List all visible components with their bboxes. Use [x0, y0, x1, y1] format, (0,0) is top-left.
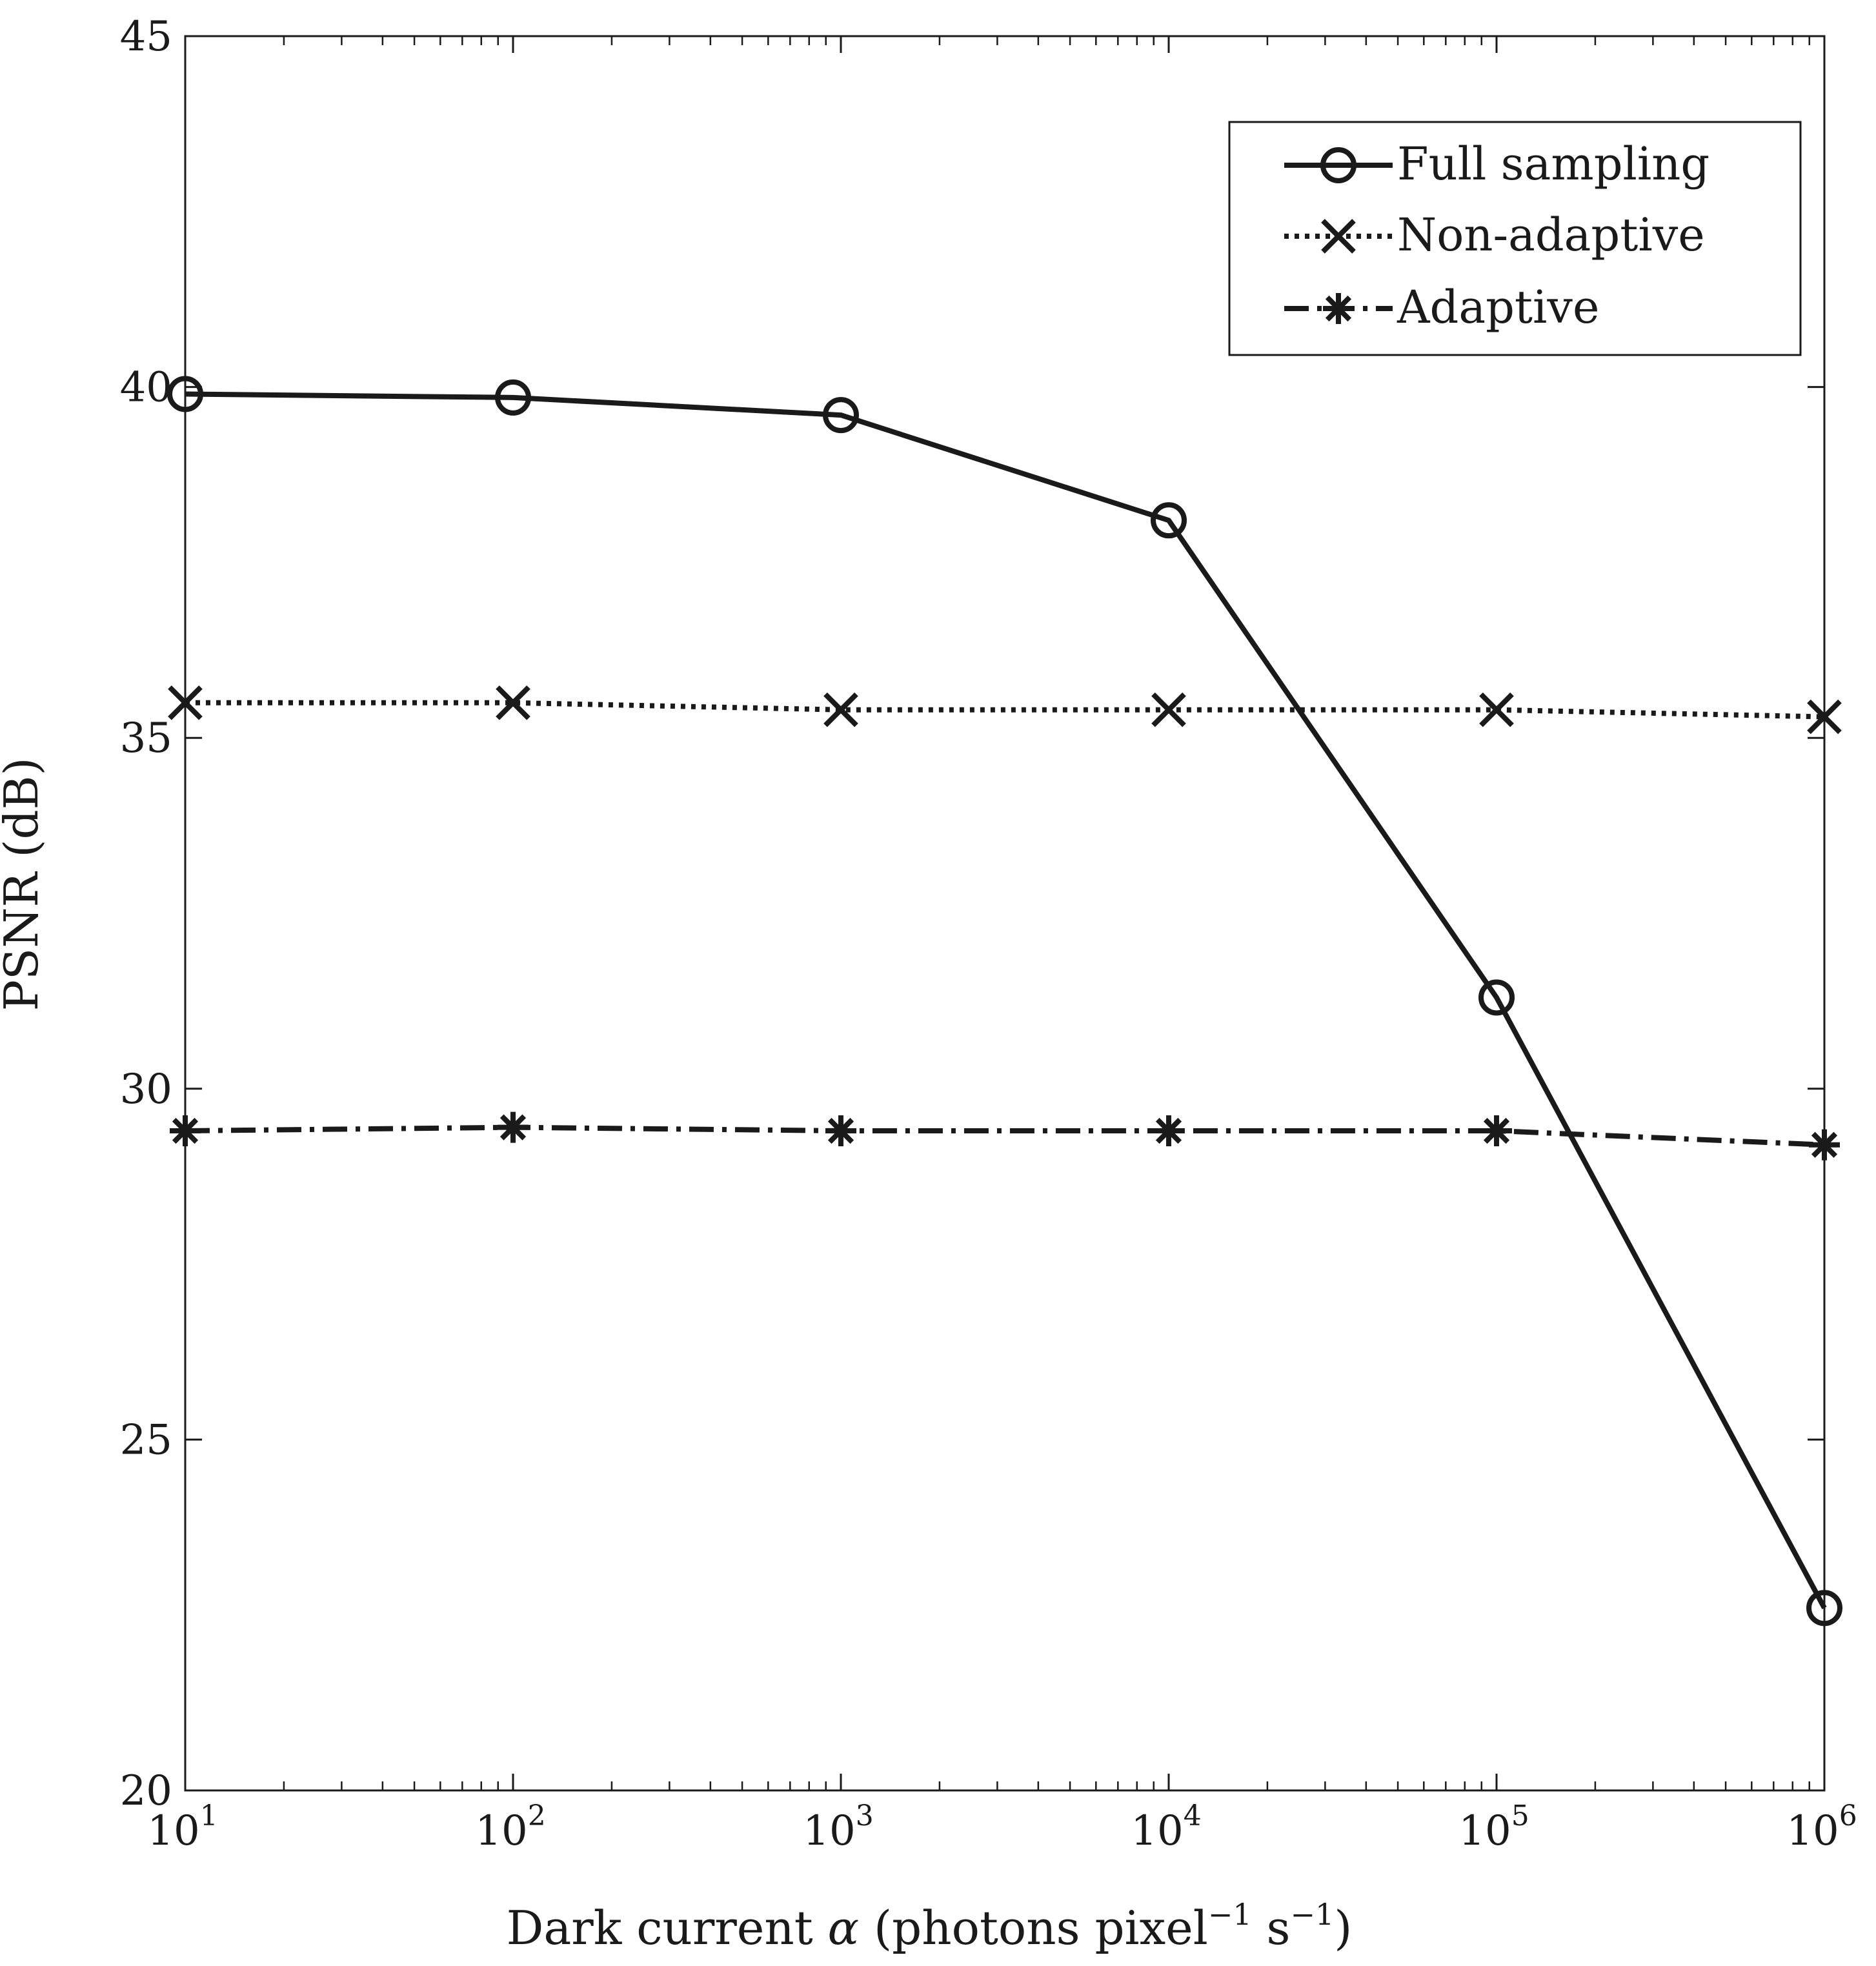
- y-axis-label: PSNR (dB): [0, 757, 48, 1011]
- data-point-adaptive: [1809, 1129, 1840, 1160]
- data-point-full-sampling: [1151, 502, 1187, 539]
- series-full-sampling: [167, 376, 1842, 1627]
- legend: Full sampling Non-adaptive Adaptive: [1228, 121, 1802, 356]
- x-label-sup2: −1: [1290, 1897, 1334, 1932]
- series-line-adaptive: [185, 1124, 1825, 1148]
- x-label-rest: (photons pixel: [859, 1901, 1208, 1955]
- x-tick-label: 102: [475, 1799, 545, 1855]
- data-point-non-adaptive: [823, 692, 858, 727]
- series-line-non-adaptive: [185, 700, 1825, 720]
- x-tick-exponent: 1: [200, 1799, 218, 1832]
- data-point-full-sampling: [823, 397, 859, 434]
- x-tick-base: 10: [475, 1807, 527, 1855]
- x-tick-base: 10: [803, 1807, 855, 1855]
- data-point-adaptive: [170, 1115, 201, 1147]
- legend-item-full-sampling: Full sampling: [1284, 137, 1710, 190]
- x-tick-base: 10: [147, 1807, 199, 1855]
- plot-series: [167, 376, 1842, 1627]
- x-tick-exponent: 4: [1184, 1799, 1202, 1832]
- series-adaptive: [170, 1111, 1840, 1160]
- legend-marker-full-sampling: [1320, 147, 1357, 183]
- x-axis-label: Dark current α (photons pixel−1 s−1): [507, 1897, 1353, 1955]
- data-point-non-adaptive: [1479, 692, 1514, 727]
- legend-marker-non-adaptive: [1321, 219, 1356, 254]
- plot-frame: [184, 35, 1826, 1792]
- legend-item-adaptive: Adaptive: [1284, 281, 1599, 334]
- data-point-adaptive: [1481, 1115, 1512, 1147]
- series-non-adaptive: [168, 685, 1842, 735]
- x-tick-exponent: 3: [856, 1799, 874, 1832]
- x-label-mid: s: [1252, 1901, 1291, 1955]
- y-tick-label: 20: [120, 1767, 172, 1815]
- y-tick-label: 25: [120, 1416, 172, 1464]
- legend-label-non-adaptive: Non-adaptive: [1397, 208, 1705, 261]
- x-tick-label: 104: [1131, 1799, 1201, 1855]
- x-tick-label: 105: [1458, 1799, 1529, 1855]
- x-tick-label: 103: [803, 1799, 873, 1855]
- x-tick-label: 106: [1786, 1799, 1857, 1855]
- x-tick-exponent: 5: [1511, 1799, 1529, 1832]
- series-line-full-sampling: [185, 391, 1827, 1610]
- x-label-main: Dark current: [507, 1901, 828, 1955]
- x-label-sup1: −1: [1208, 1897, 1252, 1932]
- x-tick-base: 10: [1458, 1807, 1511, 1855]
- x-tick-base: 10: [1786, 1807, 1839, 1855]
- x-tick-base: 10: [1131, 1807, 1183, 1855]
- axis-labels: PSNR (dB) Dark current α (photons pixel−…: [0, 757, 1352, 1955]
- legend-label-adaptive: Adaptive: [1397, 281, 1599, 334]
- data-point-adaptive: [825, 1115, 856, 1147]
- y-tick-label: 35: [120, 714, 172, 762]
- y-tick-label: 40: [120, 364, 172, 412]
- x-tick-exponent: 6: [1839, 1799, 1857, 1832]
- data-point-non-adaptive: [1151, 692, 1186, 727]
- data-point-adaptive: [498, 1111, 529, 1143]
- y-tick-label: 30: [120, 1066, 172, 1113]
- legend-label-full-sampling: Full sampling: [1397, 137, 1710, 190]
- legend-item-non-adaptive: Non-adaptive: [1284, 208, 1705, 261]
- data-point-full-sampling: [1478, 979, 1515, 1016]
- x-tick-exponent: 2: [528, 1799, 546, 1832]
- legend-marker-adaptive: [1323, 293, 1354, 324]
- data-point-non-adaptive: [496, 685, 530, 720]
- data-point-non-adaptive: [1807, 699, 1842, 735]
- data-point-adaptive: [1153, 1115, 1184, 1147]
- data-point-full-sampling: [1806, 1590, 1842, 1627]
- x-label-symbol: α: [828, 1901, 860, 1955]
- data-point-full-sampling: [167, 376, 203, 412]
- x-tick-label: 101: [147, 1799, 217, 1855]
- data-point-non-adaptive: [168, 685, 203, 720]
- y-tick-label: 45: [120, 13, 172, 61]
- x-label-end: ): [1334, 1901, 1352, 1955]
- data-point-full-sampling: [495, 379, 531, 416]
